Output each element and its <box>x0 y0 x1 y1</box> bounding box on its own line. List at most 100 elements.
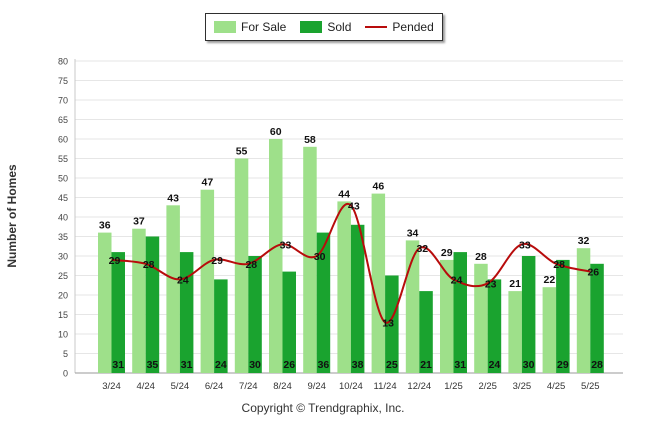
label-pended-1: 28 <box>143 259 155 271</box>
x-tick-label-1: 4/24 <box>136 381 155 392</box>
label-pended-8: 13 <box>382 317 394 329</box>
label-pended-10: 24 <box>451 274 463 286</box>
y-axis-title: Number of Homes <box>5 164 19 268</box>
x-tick-label-5: 8/24 <box>273 381 292 392</box>
x-tick-label-9: 12/24 <box>407 381 431 392</box>
x-tick-label-14: 5/25 <box>581 381 600 392</box>
y-tick-label-45: 45 <box>58 193 68 203</box>
bar-sold-14 <box>590 263 604 373</box>
bar-for-sale-2 <box>166 205 180 373</box>
bar-for-sale-8 <box>371 193 386 373</box>
label-sold-13: 29 <box>557 359 569 371</box>
y-tick-label-65: 65 <box>58 115 68 125</box>
bar-for-sale-6 <box>303 146 317 373</box>
bar-sold-5 <box>282 271 296 373</box>
bar-sold-2 <box>179 252 194 373</box>
x-tick-label-2: 5/24 <box>171 381 190 392</box>
legend-item-sold[interactable]: Sold <box>300 20 351 34</box>
bar-for-sale-10 <box>440 259 454 373</box>
label-sold-3: 24 <box>215 359 227 371</box>
bar-for-sale-12 <box>508 291 522 373</box>
x-tick-label-11: 2/25 <box>478 381 497 392</box>
label-for-sale-3: 47 <box>202 177 214 189</box>
bar-for-sale-9 <box>405 240 420 373</box>
bar-sold-11 <box>487 279 502 373</box>
legend-label-pended: Pended <box>392 20 434 34</box>
bar-sold-0 <box>111 252 125 373</box>
label-sold-5: 26 <box>283 359 295 371</box>
label-for-sale-1: 37 <box>133 216 145 228</box>
y-tick-label-0: 0 <box>63 369 68 379</box>
x-tick-label-8: 11/24 <box>374 381 397 392</box>
legend: For Sale Sold Pended <box>205 13 443 41</box>
label-pended-4: 28 <box>245 259 257 271</box>
bar-sold-4 <box>248 256 262 373</box>
copyright-text: Copyright © Trendgraphix, Inc. <box>241 401 405 415</box>
x-tick-label-13: 4/25 <box>547 381 566 392</box>
y-tick-label-60: 60 <box>58 135 68 145</box>
label-pended-3: 29 <box>211 255 223 267</box>
label-sold-6: 36 <box>318 359 330 371</box>
label-for-sale-10: 29 <box>441 247 453 259</box>
y-tick-label-75: 75 <box>58 76 68 86</box>
legend-line-pended <box>365 26 388 28</box>
label-for-sale-0: 36 <box>99 220 111 232</box>
label-sold-2: 31 <box>181 359 193 371</box>
bar-sold-13 <box>556 259 570 373</box>
label-pended-5: 33 <box>280 239 292 251</box>
x-tick-label-6: 9/24 <box>307 381 326 392</box>
label-for-sale-4: 55 <box>236 146 248 158</box>
x-tick-label-3: 6/24 <box>205 381 224 392</box>
label-pended-13: 28 <box>553 259 565 271</box>
label-for-sale-11: 28 <box>475 251 487 263</box>
label-pended-9: 32 <box>416 243 428 255</box>
bar-sold-7 <box>350 224 365 373</box>
bar-for-sale-0 <box>98 232 112 373</box>
y-tick-label-35: 35 <box>58 232 68 242</box>
label-sold-9: 21 <box>420 359 432 371</box>
label-sold-7: 38 <box>352 359 364 371</box>
y-tick-label-50: 50 <box>58 174 68 184</box>
line-pended <box>111 202 591 324</box>
label-for-sale-9: 34 <box>407 227 419 239</box>
bar-sold-12 <box>521 256 536 373</box>
label-for-sale-12: 21 <box>509 278 521 290</box>
label-for-sale-7: 44 <box>338 188 350 200</box>
y-tick-label-15: 15 <box>58 310 68 320</box>
label-sold-1: 35 <box>147 359 159 371</box>
legend-item-pended[interactable]: Pended <box>365 20 434 34</box>
x-tick-label-4: 7/24 <box>239 381 258 392</box>
legend-item-for-sale[interactable]: For Sale <box>214 20 286 34</box>
bar-sold-9 <box>419 291 433 373</box>
label-for-sale-13: 22 <box>544 274 556 286</box>
bar-for-sale-14 <box>576 248 591 373</box>
label-sold-8: 25 <box>386 359 398 371</box>
label-pended-12: 33 <box>519 239 531 251</box>
label-sold-4: 30 <box>249 359 261 371</box>
legend-label-sold: Sold <box>327 20 352 34</box>
bar-for-sale-7 <box>337 201 351 373</box>
label-pended-0: 29 <box>109 255 121 267</box>
label-for-sale-5: 60 <box>270 126 282 138</box>
bar-for-sale-13 <box>542 287 557 373</box>
label-pended-14: 26 <box>587 267 599 279</box>
label-sold-0: 31 <box>112 359 124 371</box>
label-sold-12: 30 <box>523 359 535 371</box>
bar-for-sale-5 <box>269 139 283 373</box>
bar-sold-6 <box>316 232 331 373</box>
bar-for-sale-4 <box>234 158 249 373</box>
legend-label-for-sale: For Sale <box>241 20 287 34</box>
y-tick-label-10: 10 <box>58 330 68 340</box>
label-for-sale-2: 43 <box>167 192 179 204</box>
legend-swatch-sold <box>300 21 323 33</box>
bar-for-sale-11 <box>474 263 488 373</box>
bar-for-sale-1 <box>132 228 146 373</box>
y-tick-label-20: 20 <box>58 291 68 301</box>
label-pended-11: 23 <box>485 278 497 290</box>
y-tick-label-80: 80 <box>58 57 68 67</box>
label-pended-2: 24 <box>177 274 189 286</box>
bar-sold-8 <box>385 275 399 373</box>
label-for-sale-6: 58 <box>304 134 316 146</box>
y-tick-label-40: 40 <box>58 213 68 223</box>
